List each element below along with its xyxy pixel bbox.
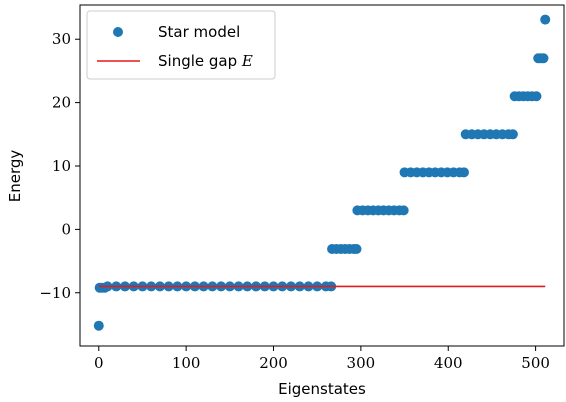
star-model-series: [93, 14, 551, 331]
star-model-point: [398, 205, 409, 216]
star-model-point: [507, 129, 518, 140]
legend-box: [86, 10, 276, 80]
x-tick-label: 200: [259, 354, 288, 372]
star-model-point: [531, 91, 542, 102]
star-model-point: [458, 167, 469, 178]
legend-gap-label: Single gap E: [158, 52, 253, 70]
legend: Star model Single gap E: [86, 10, 276, 80]
plot-frame: [79, 4, 565, 347]
x-tick-label: 100: [172, 354, 201, 372]
y-tick-label: 30: [52, 30, 71, 48]
star-model-point: [540, 14, 551, 25]
y-tick-label: −10: [39, 284, 71, 302]
x-tick-label: 300: [347, 354, 376, 372]
legend-gap-label-symbol: E: [241, 52, 253, 70]
star-model-point: [351, 244, 362, 255]
y-tick-label: 10: [52, 157, 71, 175]
star-model-point: [538, 53, 549, 64]
legend-star-label: Star model: [158, 23, 240, 41]
star-model-point: [93, 320, 104, 331]
x-axis-label: Eigenstates: [278, 380, 366, 398]
x-tick-label: 400: [434, 354, 463, 372]
data-marks: [93, 14, 551, 331]
x-tick-label: 500: [521, 354, 550, 372]
y-tick-label: 20: [52, 94, 71, 112]
y-axis-label: Energy: [6, 150, 24, 203]
legend-star-marker: [113, 27, 123, 37]
y-tick-label: 0: [61, 220, 71, 238]
legend-gap-label-prefix: Single gap: [158, 52, 242, 70]
axis-ticks: 0 100 200 300 400 500 −10 0 10 20 30: [39, 30, 550, 372]
x-tick-label: 0: [94, 354, 104, 372]
